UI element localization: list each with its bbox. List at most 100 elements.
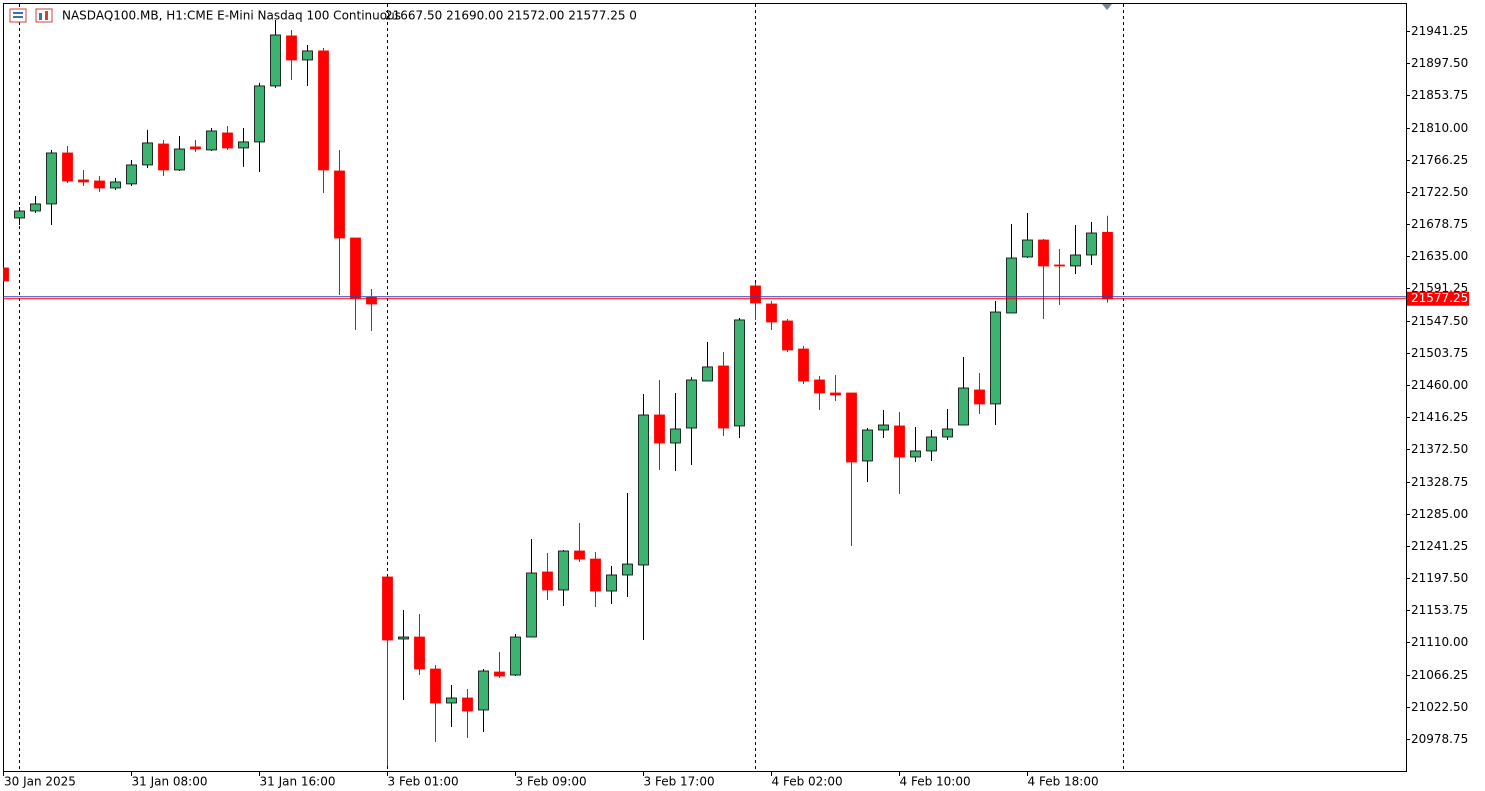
y-tick-label: 21285.00	[1411, 507, 1468, 521]
candle-body	[1006, 257, 1017, 314]
y-tick-label: 21066.25	[1411, 668, 1468, 682]
price-label-box	[1407, 291, 1469, 306]
candle-body	[62, 152, 73, 182]
candle-body	[878, 424, 889, 431]
candle-body	[974, 389, 985, 405]
icon	[45, 11, 48, 20]
candle-body	[302, 50, 313, 61]
y-tick-label: 21372.50	[1411, 442, 1468, 456]
candle-body	[206, 130, 217, 151]
y-tick-label: 21678.75	[1411, 217, 1468, 231]
candle-body	[990, 311, 1001, 405]
x-tick-label: 3 Feb 01:00	[388, 775, 459, 789]
icon	[35, 8, 53, 23]
candle-body	[382, 576, 393, 641]
candle-body	[622, 563, 633, 576]
candle-body	[734, 319, 745, 427]
x-tick-label: 30 Jan 2025	[4, 775, 76, 789]
candle-body	[654, 414, 665, 444]
y-tick-label: 21153.75	[1411, 603, 1468, 617]
candle-body	[510, 636, 521, 676]
candle-body	[174, 148, 185, 171]
candle-body	[526, 572, 537, 638]
ohlc-text: 21667.50 21690.00 21572.00 21577.25 0	[385, 9, 637, 23]
candle-body	[670, 428, 681, 444]
candle-body	[158, 143, 169, 171]
candle-body	[414, 636, 425, 670]
candle-body	[1022, 239, 1033, 258]
candle-body	[558, 550, 569, 591]
candle-body	[334, 170, 345, 239]
x-tick-label: 3 Feb 17:00	[644, 775, 715, 789]
candle-body	[782, 320, 793, 351]
candle-body	[190, 146, 201, 150]
y-tick-label: 21197.50	[1411, 571, 1468, 585]
y-tick-label: 21766.25	[1411, 153, 1468, 167]
y-tick-label: 21416.25	[1411, 410, 1468, 424]
y-tick-label: 21110.00	[1411, 635, 1468, 649]
chart-title: NASDAQ100.MB, H1:	[62, 9, 187, 23]
candle-body	[766, 303, 777, 323]
price-label: 21577.25	[1411, 291, 1468, 305]
candle-body	[494, 671, 505, 677]
plot	[3, 19, 1406, 767]
y-tick-label: 21941.25	[1411, 24, 1468, 38]
y-tick-label: 21460.00	[1411, 378, 1468, 392]
chart-subtitle: CME E-Mini Nasdaq 100 Continuous	[187, 9, 401, 23]
candle-body	[3, 267, 9, 282]
candle-body	[46, 152, 57, 205]
candle-body	[926, 436, 937, 452]
candle-body	[126, 164, 137, 185]
y-tick-label: 21591.25	[1411, 281, 1468, 295]
candle-body	[110, 181, 121, 189]
candle-body	[718, 365, 729, 429]
candle-body	[1070, 254, 1081, 267]
candle-body	[286, 35, 297, 61]
candle-body	[1102, 231, 1113, 300]
separators	[19, 4, 1124, 771]
candle-body	[1038, 239, 1049, 267]
candle-body	[238, 141, 249, 149]
candle-body	[894, 425, 905, 458]
icon	[9, 8, 27, 23]
candle-body	[750, 285, 761, 304]
candle-body	[222, 132, 233, 149]
y-tick-label: 21022.50	[1411, 700, 1468, 714]
candle-body	[478, 670, 489, 711]
candle-body	[798, 348, 809, 382]
candle-body	[398, 636, 409, 640]
candle-body	[30, 203, 41, 212]
y-tick-label: 21897.50	[1411, 56, 1468, 70]
y-tick-label: 21810.00	[1411, 121, 1468, 135]
header-icons	[9, 8, 53, 23]
icon	[39, 13, 42, 20]
y-tick-label: 21328.75	[1411, 475, 1468, 489]
x-tick-label: 3 Feb 09:00	[516, 775, 587, 789]
candle-body	[910, 450, 921, 458]
candle-body	[542, 571, 553, 591]
x-tick-label: 31 Jan 08:00	[132, 775, 208, 789]
candle-body	[606, 574, 617, 592]
candle-body	[846, 392, 857, 463]
candle-body	[94, 180, 105, 189]
candle-body	[638, 414, 649, 566]
candle-body	[254, 85, 265, 143]
candle-body	[366, 296, 377, 305]
candle-body	[958, 387, 969, 426]
y-tick-label: 21722.50	[1411, 185, 1468, 199]
candle-body	[590, 558, 601, 592]
candle-body	[1054, 264, 1065, 267]
candle-body	[702, 366, 713, 382]
candle-body	[462, 697, 473, 712]
candle-body	[14, 210, 25, 219]
x-tick-label: 31 Jan 16:00	[260, 775, 336, 789]
x-tick-label: 4 Feb 18:00	[1028, 775, 1099, 789]
candle-body	[862, 429, 873, 462]
candle-body	[1086, 232, 1097, 256]
y-tick-label: 21635.00	[1411, 249, 1468, 263]
candle-body	[78, 179, 89, 183]
y-tick-label: 21241.25	[1411, 539, 1468, 553]
candle-body	[270, 34, 281, 87]
